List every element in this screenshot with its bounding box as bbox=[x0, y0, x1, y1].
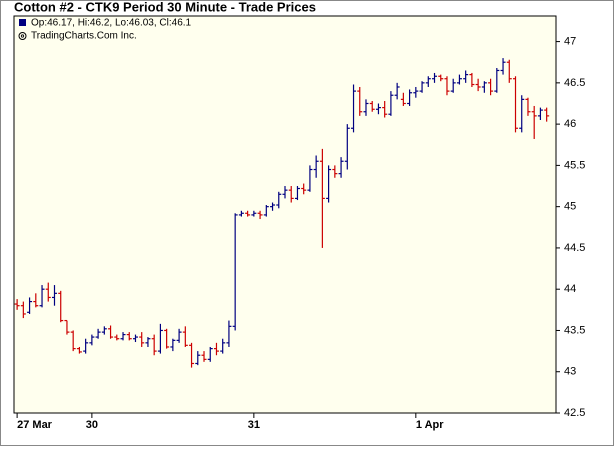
y-tick-label: 42.5 bbox=[564, 407, 585, 419]
copyright-symbol-inner bbox=[20, 34, 25, 38]
y-tick-label: 46.5 bbox=[564, 77, 585, 89]
y-tick-label: 44 bbox=[564, 283, 576, 295]
copyright-text: TradingCharts.Com Inc. bbox=[31, 31, 137, 42]
x-tick-label: 27 Mar bbox=[17, 419, 53, 431]
x-tick-label: 30 bbox=[86, 419, 98, 431]
info-text: Op:46.17, Hi:46.2, Lo:46.03, Cl:46.1 bbox=[31, 18, 192, 29]
x-tick-label: 1 Apr bbox=[416, 419, 444, 431]
y-tick-label: 44.5 bbox=[564, 242, 585, 254]
y-tick-label: 46 bbox=[564, 118, 576, 130]
y-tick-label: 45 bbox=[564, 201, 576, 213]
info-marker bbox=[19, 19, 26, 26]
x-tick-label: 31 bbox=[248, 419, 260, 431]
y-tick-label: 45.5 bbox=[564, 159, 585, 171]
copyright-symbol bbox=[18, 32, 27, 40]
chart-title: Cotton #2 - CTK9 Period 30 Minute - Trad… bbox=[14, 0, 316, 14]
y-tick-label: 47 bbox=[564, 35, 576, 47]
y-tick-label: 43 bbox=[564, 366, 576, 378]
plot-area bbox=[13, 15, 557, 414]
y-tick-label: 43.5 bbox=[564, 324, 585, 336]
